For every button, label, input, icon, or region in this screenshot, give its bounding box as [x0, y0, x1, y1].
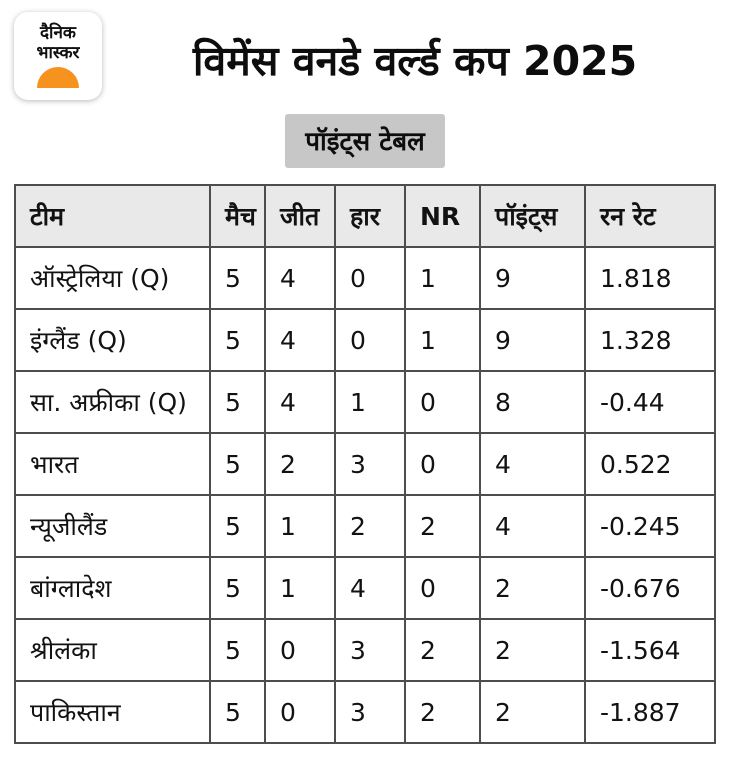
cell-points: 4	[479, 494, 586, 558]
cell-run-rate: 1.328	[584, 308, 716, 372]
page-title: विमेंस वनडे वर्ल्ड कप 2025	[192, 37, 638, 85]
dainik-bhaskar-logo: दैनिक भास्कर	[14, 12, 102, 100]
cell-team: बांग्लादेश	[14, 556, 211, 620]
cell-team: इंग्लैंड (Q)	[14, 308, 211, 372]
cell-wins: 0	[264, 618, 336, 682]
cell-team: भारत	[14, 432, 211, 496]
cell-points: 9	[479, 246, 586, 310]
cell-nr: 2	[404, 494, 481, 558]
cell-wins: 4	[264, 308, 336, 372]
cell-losses: 0	[334, 308, 406, 372]
table-row: श्रीलंका 5 0 3 2 2 -1.564	[14, 618, 716, 682]
cell-losses: 2	[334, 494, 406, 558]
table-row: भारत 5 2 3 0 4 0.522	[14, 432, 716, 496]
cell-losses: 1	[334, 370, 406, 434]
cell-points: 2	[479, 618, 586, 682]
cell-run-rate: -0.44	[584, 370, 716, 434]
cell-run-rate: -0.676	[584, 556, 716, 620]
logo-text-line2: भास्कर	[36, 43, 80, 63]
cell-wins: 1	[264, 556, 336, 620]
cell-points: 8	[479, 370, 586, 434]
header-team: टीम	[14, 184, 211, 248]
cell-run-rate: 1.818	[584, 246, 716, 310]
cell-wins: 0	[264, 680, 336, 744]
header-run-rate: रन रेट	[584, 184, 716, 248]
cell-matches: 5	[209, 556, 266, 620]
cell-points: 4	[479, 432, 586, 496]
logo-text-line1: दैनिक	[40, 23, 76, 44]
points-table: टीम मैच जीत हार NR पॉइंट्स रन रेट ऑस्ट्र…	[14, 184, 716, 744]
cell-nr: 2	[404, 680, 481, 744]
logo-text: दैनिक भास्कर	[37, 24, 80, 63]
cell-team: ऑस्ट्रेलिया (Q)	[14, 246, 211, 310]
header-points: पॉइंट्स	[479, 184, 586, 248]
cell-team: पाकिस्तान	[14, 680, 211, 744]
cell-matches: 5	[209, 432, 266, 496]
cell-points: 2	[479, 556, 586, 620]
table-row: न्यूजीलैंड 5 1 2 2 4 -0.245	[14, 494, 716, 558]
cell-matches: 5	[209, 370, 266, 434]
cell-points: 9	[479, 308, 586, 372]
cell-losses: 3	[334, 618, 406, 682]
cell-wins: 1	[264, 494, 336, 558]
cell-nr: 0	[404, 556, 481, 620]
cell-team: सा. अफ्रीका (Q)	[14, 370, 211, 434]
cell-run-rate: 0.522	[584, 432, 716, 496]
cell-wins: 4	[264, 370, 336, 434]
cell-nr: 0	[404, 370, 481, 434]
table-header-row: टीम मैच जीत हार NR पॉइंट्स रन रेट	[14, 184, 716, 248]
cell-team: न्यूजीलैंड	[14, 494, 211, 558]
table-row: पाकिस्तान 5 0 3 2 2 -1.887	[14, 680, 716, 744]
cell-run-rate: -0.245	[584, 494, 716, 558]
cell-wins: 2	[264, 432, 336, 496]
cell-nr: 1	[404, 246, 481, 310]
cell-points: 2	[479, 680, 586, 744]
cell-nr: 2	[404, 618, 481, 682]
cell-run-rate: -1.564	[584, 618, 716, 682]
header-losses: हार	[334, 184, 406, 248]
header-nr: NR	[404, 184, 481, 248]
points-table-badge: पॉइंट्स टेबल	[285, 114, 445, 168]
cell-matches: 5	[209, 680, 266, 744]
cell-matches: 5	[209, 308, 266, 372]
table-row: ऑस्ट्रेलिया (Q) 5 4 0 1 9 1.818	[14, 246, 716, 310]
badge-row: पॉइंट्स टेबल	[0, 114, 730, 168]
cell-team: श्रीलंका	[14, 618, 211, 682]
cell-matches: 5	[209, 246, 266, 310]
table-row: बांग्लादेश 5 1 4 0 2 -0.676	[14, 556, 716, 620]
cell-nr: 1	[404, 308, 481, 372]
sun-icon	[37, 66, 79, 88]
cell-run-rate: -1.887	[584, 680, 716, 744]
table-row: इंग्लैंड (Q) 5 4 0 1 9 1.328	[14, 308, 716, 372]
cell-losses: 0	[334, 246, 406, 310]
cell-losses: 4	[334, 556, 406, 620]
cell-wins: 4	[264, 246, 336, 310]
header: दैनिक भास्कर विमेंस वनडे वर्ल्ड कप 2025	[0, 0, 730, 106]
table-row: सा. अफ्रीका (Q) 5 4 1 0 8 -0.44	[14, 370, 716, 434]
cell-losses: 3	[334, 680, 406, 744]
cell-matches: 5	[209, 618, 266, 682]
cell-matches: 5	[209, 494, 266, 558]
cell-nr: 0	[404, 432, 481, 496]
cell-losses: 3	[334, 432, 406, 496]
header-wins: जीत	[264, 184, 336, 248]
header-matches: मैच	[209, 184, 266, 248]
